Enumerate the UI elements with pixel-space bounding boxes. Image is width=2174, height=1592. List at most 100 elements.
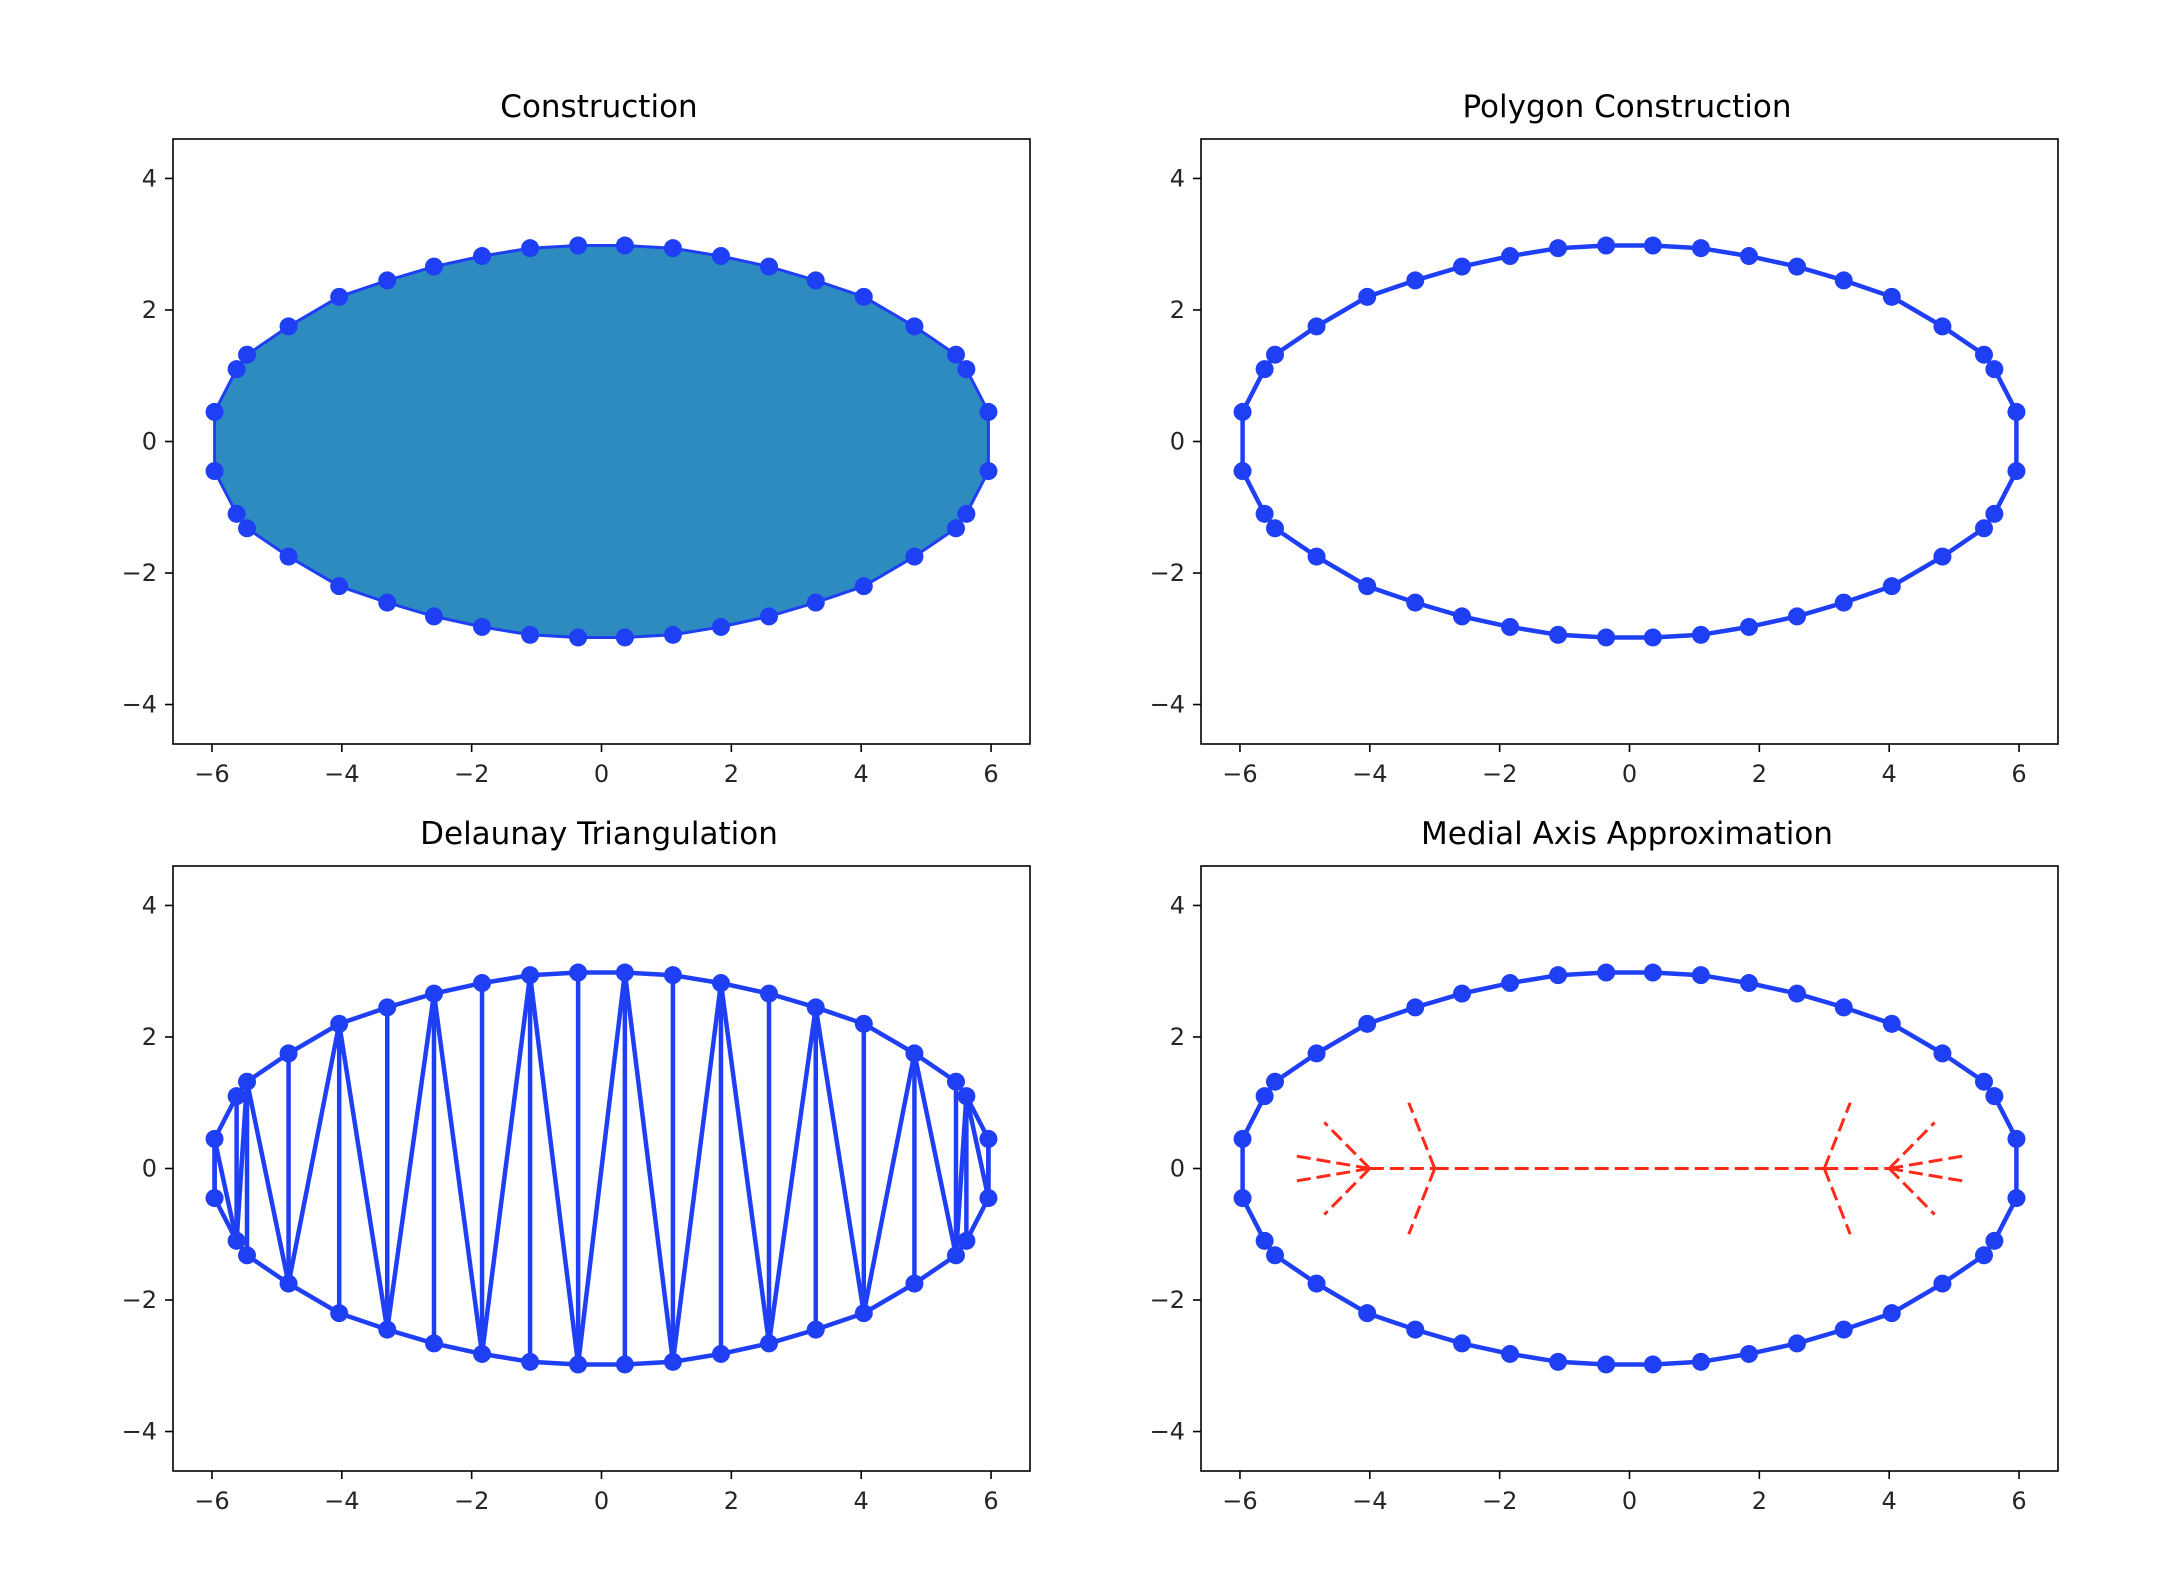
x-tick-label: 6 [2011, 760, 2026, 788]
vertex-marker [1788, 257, 1807, 276]
x-tick-label: −6 [1222, 760, 1257, 788]
vertex-marker [227, 1231, 246, 1250]
vertex-marker [760, 1334, 779, 1353]
vertex-marker [2007, 1129, 2026, 1148]
vertex-marker [1933, 1044, 1952, 1063]
x-tick-label: −2 [1482, 760, 1517, 788]
vertex-marker [1691, 625, 1710, 644]
vertex-marker [1307, 317, 1326, 336]
vertex-marker [1882, 1304, 1901, 1323]
y-tick-label: −2 [1150, 1286, 1185, 1314]
vertex-marker [1255, 360, 1274, 379]
vertex-marker [1834, 271, 1853, 290]
vertex-marker [1452, 984, 1471, 1003]
x-axis-ticks: −6 −4 −2 0 2 4 6 [194, 1471, 999, 1515]
vertex-marker [1406, 1320, 1425, 1339]
vertex-marker [946, 519, 965, 538]
vertex-marker [227, 1087, 246, 1106]
triangulation-edge [670, 982, 724, 1363]
vertex-marker [979, 402, 998, 421]
vertex-marker [1406, 998, 1425, 1017]
vertex-marker [1933, 317, 1952, 336]
vertex-marker [2007, 462, 2026, 481]
triangulation-edge [718, 982, 772, 1344]
vertex-marker [760, 607, 779, 626]
vertex-marker [663, 966, 682, 985]
x-tick-label: −2 [454, 760, 489, 788]
vertex-marker [521, 1352, 540, 1371]
vertex-marker [905, 317, 924, 336]
x-tick-label: −2 [454, 1487, 489, 1515]
x-tick-label: −4 [324, 760, 359, 788]
y-tick-label: 0 [142, 1155, 157, 1183]
vertex-marker [1974, 1072, 1993, 1091]
vertex-marker [1266, 1072, 1285, 1091]
vertex-marker [1882, 287, 1901, 306]
vertex-marker [979, 462, 998, 481]
vertex-marker [569, 628, 588, 647]
vertex-marker [279, 1274, 298, 1293]
vertex-marker [227, 360, 246, 379]
medial-axis-segment [1888, 1167, 1968, 1184]
vertex-marker [1233, 1129, 1252, 1148]
y-tick-label: 4 [142, 164, 157, 192]
vertex-marker [905, 1274, 924, 1293]
vertex-marker [330, 1304, 349, 1323]
vertex-marker [711, 1344, 730, 1363]
triangulation-edge [622, 972, 676, 1363]
vertex-marker [330, 577, 349, 596]
vertex-marker [1255, 1231, 1274, 1250]
vertex-marker [205, 462, 224, 481]
vertex-marker [205, 402, 224, 421]
vertex-marker [1597, 963, 1616, 982]
vertex-marker [1788, 1334, 1807, 1353]
triangulation-edge [575, 972, 628, 1365]
vertex-marker [615, 963, 634, 982]
vertex-marker [1739, 247, 1758, 266]
vertex-marker [1882, 577, 1901, 596]
y-tick-label: −4 [1150, 1418, 1185, 1446]
vertex-marker [1834, 1320, 1853, 1339]
vertex-marker [1266, 519, 1285, 538]
vertex-marker [521, 625, 540, 644]
x-tick-label: −4 [1352, 760, 1387, 788]
vertex-marker [238, 1246, 257, 1265]
plot-area [172, 138, 1031, 745]
vertex-marker [1233, 462, 1252, 481]
vertex-marker [1549, 1352, 1568, 1371]
vertex-marker [1233, 402, 1252, 421]
vertex-marker [979, 1129, 998, 1148]
vertex-marker [473, 1344, 492, 1363]
y-tick-label: 4 [1170, 891, 1185, 919]
x-tick-label: −4 [1352, 1487, 1387, 1515]
vertex-marker [1597, 1355, 1616, 1374]
medial-axis-segment [1323, 1121, 1371, 1170]
vertex-marker [1974, 1246, 1993, 1265]
vertex-marker [1501, 1344, 1520, 1363]
vertex-marker [854, 1014, 873, 1033]
medial-axis-segment [1888, 1121, 1936, 1170]
vertex-marker [330, 1014, 349, 1033]
vertex-marker [1307, 547, 1326, 566]
vertex-marker [279, 547, 298, 566]
y-axis-ticks: −4 −2 0 2 4 [1150, 164, 1201, 719]
triangulation-edge [286, 1023, 342, 1285]
x-tick-label: 0 [1622, 1487, 1637, 1515]
vertex-marker [2007, 1189, 2026, 1208]
x-tick-label: 6 [983, 760, 998, 788]
y-tick-label: 2 [142, 296, 157, 324]
vertex-marker [854, 1304, 873, 1323]
vertex-marker [424, 257, 443, 276]
x-tick-label: 2 [1752, 760, 1767, 788]
vertex-marker [1406, 593, 1425, 612]
vertex-marker [1691, 1352, 1710, 1371]
vertex-marker [957, 1087, 976, 1106]
y-tick-label: −2 [122, 1286, 157, 1314]
vertex-marker [946, 345, 965, 364]
triangulation-edge [244, 1081, 291, 1285]
vertex-marker [615, 236, 634, 255]
triangulation-edge [912, 1052, 959, 1256]
y-tick-label: −4 [122, 1418, 157, 1446]
x-tick-label: 2 [724, 1487, 739, 1515]
triangulation-edge [766, 1007, 818, 1344]
